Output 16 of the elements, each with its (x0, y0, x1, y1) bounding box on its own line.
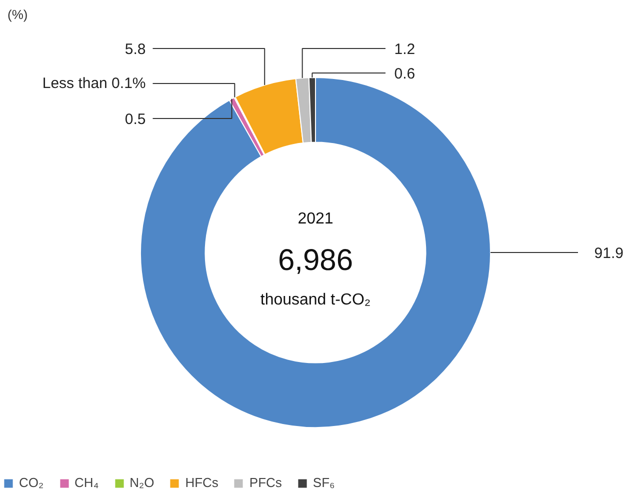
legend-label: CO₂ (19, 475, 44, 490)
legend-label: HFCs (185, 475, 218, 490)
legend-label: CH₄ (74, 475, 99, 490)
legend-label: SF₆ (312, 475, 335, 490)
data-label: 0.5 (124, 110, 146, 128)
data-label: 91.9 (594, 245, 624, 262)
text: 2021 (298, 210, 334, 228)
legend-label: PFCs (249, 475, 282, 490)
data-label: 5.8 (124, 40, 146, 58)
text: (%) (8, 7, 28, 22)
text: thousand t-CO₂ (260, 291, 371, 308)
data-label: Less than 0.1% (42, 74, 146, 92)
data-label: 0.6 (394, 65, 416, 82)
legend-label: N₂O (130, 475, 154, 490)
data-label: 1.2 (394, 40, 416, 58)
text: 6,986 (278, 244, 354, 277)
